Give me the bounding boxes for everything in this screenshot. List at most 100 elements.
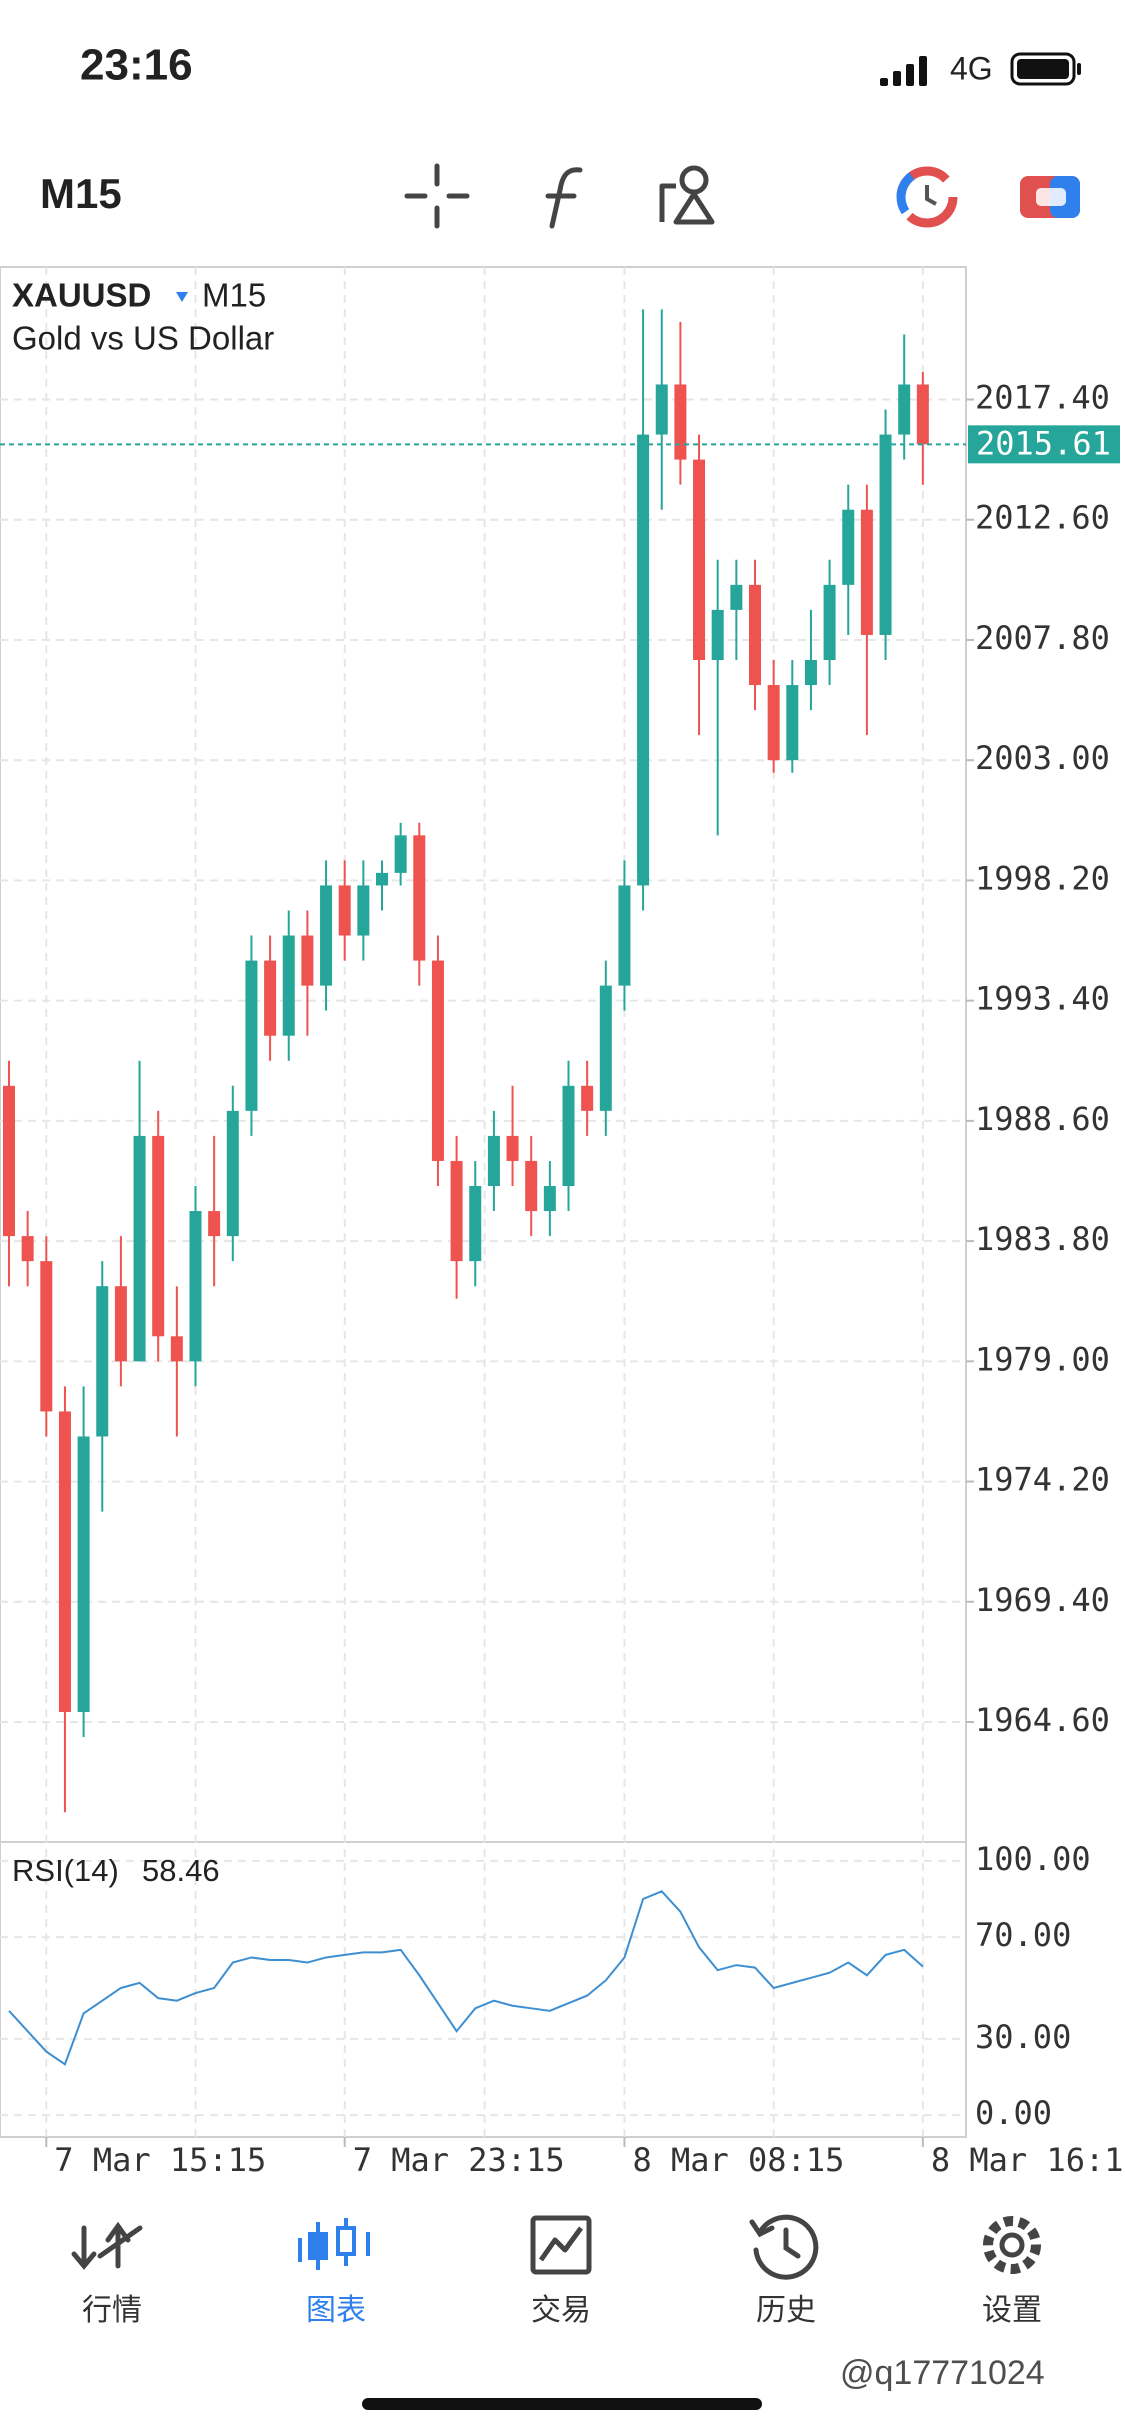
rsi-tick-label: 30.00: [975, 2018, 1071, 2056]
timeframe-button[interactable]: M15: [40, 170, 122, 217]
grid: [0, 267, 966, 2137]
tab-icon: [983, 2216, 1041, 2274]
candle-body: [338, 885, 351, 936]
candle-body: [562, 1085, 575, 1187]
y-tick-label: 1964.60: [975, 1701, 1110, 1739]
chart-frame: [0, 266, 967, 2138]
y-tick-label: 2012.60: [975, 499, 1110, 537]
crosshair-button[interactable]: [404, 163, 470, 229]
chart-timeframe: M15: [202, 277, 266, 314]
candle-body: [581, 1085, 594, 1111]
y-tick-label: 1998.20: [975, 859, 1110, 897]
one-click-trading-button[interactable]: [896, 166, 958, 228]
symbol-name[interactable]: XAUUSD: [12, 277, 151, 314]
tab-label: 图表: [306, 2294, 366, 2327]
status-network: 4G: [950, 50, 993, 86]
x-tick-label: 7 Mar 15:15: [54, 2141, 266, 2179]
candle-body: [77, 1436, 90, 1713]
candle-body: [749, 584, 761, 686]
battery-icon: [1010, 52, 1081, 86]
candle-body: [823, 584, 836, 660]
rsi-tick-label: 70.00: [975, 1916, 1071, 1954]
candle-body: [487, 1135, 500, 1187]
rsi-value: 58.46: [142, 1853, 220, 1888]
tab-button[interactable]: 行情: [71, 2221, 143, 2327]
candle-body: [40, 1261, 53, 1412]
candle-body: [618, 885, 631, 986]
candle-body: [730, 584, 743, 610]
tab-button[interactable]: 历史: [749, 2214, 819, 2327]
candle-body: [860, 509, 873, 635]
candle-body: [543, 1186, 556, 1212]
rsi-tick-label: 100.00: [975, 1840, 1091, 1878]
candle-body: [58, 1411, 71, 1713]
candle-body: [96, 1286, 109, 1437]
tab-icon: [530, 2215, 592, 2275]
candle-body: [786, 685, 799, 761]
tab-icon: [71, 2221, 143, 2270]
account-button[interactable]: [1020, 176, 1080, 218]
candle-body: [133, 1135, 146, 1362]
candle-body: [245, 960, 258, 1111]
tab-label: 交易: [531, 2294, 591, 2327]
tab-bar: 行情 图表 交易 历史 设置: [71, 2214, 1042, 2327]
labels: 2017.40 2012.60 2007.80 2003.00 1998.20 1993.…: [45, 379, 1125, 2179]
x-tick-label: 8 Mar 16:15: [931, 2141, 1125, 2179]
tab-icon: [298, 2218, 370, 2270]
x-tick-label: 8 Mar 08:15: [632, 2141, 844, 2179]
y-tick-label: 2007.80: [975, 619, 1110, 657]
x-tick-label: 7 Mar 23:15: [353, 2141, 565, 2179]
candle-body: [152, 1135, 165, 1337]
tab-button[interactable]: 交易: [530, 2215, 592, 2327]
candle-body: [282, 935, 295, 1036]
candle-body: [394, 835, 407, 873]
candle-body: [226, 1110, 239, 1237]
signal-icon: [880, 56, 927, 86]
candle-body: [599, 985, 612, 1111]
rsi-name: RSI(14): [12, 1853, 119, 1888]
candle-body: [3, 1085, 15, 1237]
candle-body: [674, 384, 687, 460]
candle-body: [320, 885, 333, 986]
candle-body: [357, 885, 370, 936]
candles: [0, 309, 966, 2066]
candle-body: [711, 609, 724, 660]
objects-button[interactable]: [659, 165, 715, 225]
candle-body: [655, 384, 668, 435]
rsi-tick-label: 0.00: [975, 2094, 1052, 2132]
rsi-line: [8, 1890, 924, 2066]
y-tick-label: 1969.40: [975, 1581, 1110, 1619]
symbol-description: Gold vs US Dollar: [12, 320, 274, 357]
y-tick-label: 1988.60: [975, 1100, 1110, 1138]
candle-body: [376, 872, 388, 886]
candle-body: [804, 659, 817, 686]
candle-body: [301, 935, 314, 986]
y-tick-label: 1993.40: [975, 980, 1110, 1018]
indicators-button[interactable]: [545, 167, 583, 229]
symbol-dropdown[interactable]: [176, 292, 188, 302]
y-tick-label: 2003.00: [975, 739, 1110, 777]
y-tick-label: 2017.40: [975, 379, 1110, 417]
candle-body: [879, 434, 892, 635]
tab-label: 行情: [82, 2294, 142, 2327]
candle-body: [842, 509, 855, 585]
tab-icon: [749, 2214, 819, 2280]
candle-body: [506, 1135, 519, 1161]
candle-body: [170, 1336, 183, 1362]
tab-button[interactable]: 设置: [982, 2216, 1042, 2327]
candle-body: [431, 960, 444, 1161]
candle-body: [637, 434, 650, 886]
tab-button[interactable]: 图表: [298, 2218, 370, 2327]
y-tick-label: 1979.00: [975, 1340, 1110, 1378]
candle-body: [469, 1186, 482, 1262]
candle-body: [693, 459, 706, 660]
candle-body: [916, 384, 929, 445]
y-tick-label: 1974.20: [975, 1461, 1110, 1499]
candle-body: [767, 685, 780, 761]
candle-body: [413, 835, 426, 961]
status-time: 23:16: [80, 41, 193, 90]
candle-body: [898, 384, 911, 435]
candle-body: [208, 1211, 221, 1237]
candle-body: [114, 1286, 127, 1362]
